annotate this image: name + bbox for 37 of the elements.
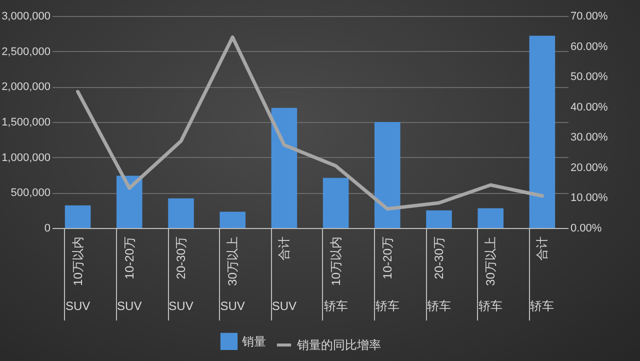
x-tick-label: 30万以上 (484, 236, 498, 286)
text: 轿车 (375, 299, 400, 313)
y-tick-label: 3,000,000 (2, 10, 50, 22)
y2-tick-label: 30.00% (570, 132, 608, 144)
x-tick-label: 合计 (535, 236, 550, 260)
text: SUV (272, 299, 297, 313)
y2-tick-label: 50.00% (570, 71, 608, 84)
y2-tick-label: 10.00% (570, 192, 608, 204)
text: SUV (168, 299, 194, 313)
x-tick-label: 10-20万 (380, 236, 394, 280)
text: SUV (117, 299, 142, 313)
x-tick-label: 30万以上 (226, 236, 240, 286)
x-tick-label: 10万以内 (328, 236, 343, 286)
text: SUV (65, 299, 90, 313)
y-tick-label: 1,000,000 (2, 152, 50, 164)
y-tick-label: 500,000 (10, 187, 50, 200)
x-tick-label: 20-30万 (174, 236, 188, 280)
y2-tick-label: 0.00% (570, 222, 602, 234)
y2-tick-label: 40.00% (570, 101, 608, 114)
y2-tick-label: 20.00% (570, 162, 608, 174)
x-tick-label: 20-30万 (432, 236, 446, 280)
y-tick-label: 1,500,000 (2, 116, 50, 128)
text: 轿车 (530, 299, 554, 313)
y-tick-label: 2,000,000 (2, 81, 50, 94)
y2-tick-label: 60.00% (570, 40, 608, 53)
y-tick-label: 0 (44, 222, 50, 234)
y-tick-label: 2,500,000 (2, 46, 50, 58)
x-tick-label: 10-20万 (122, 236, 136, 280)
text: 轿车 (478, 299, 503, 313)
text: 轿车 (427, 299, 451, 313)
text: 轿车 (324, 299, 348, 313)
x-tick-label: 合计 (277, 236, 292, 260)
legend-label: 销量 (241, 334, 266, 348)
legend-label: 销量的同比增率 (296, 338, 381, 352)
x-tick-label: 10万以内 (70, 236, 85, 286)
y2-tick-label: 70.00% (570, 10, 608, 22)
text: SUV (220, 299, 245, 313)
